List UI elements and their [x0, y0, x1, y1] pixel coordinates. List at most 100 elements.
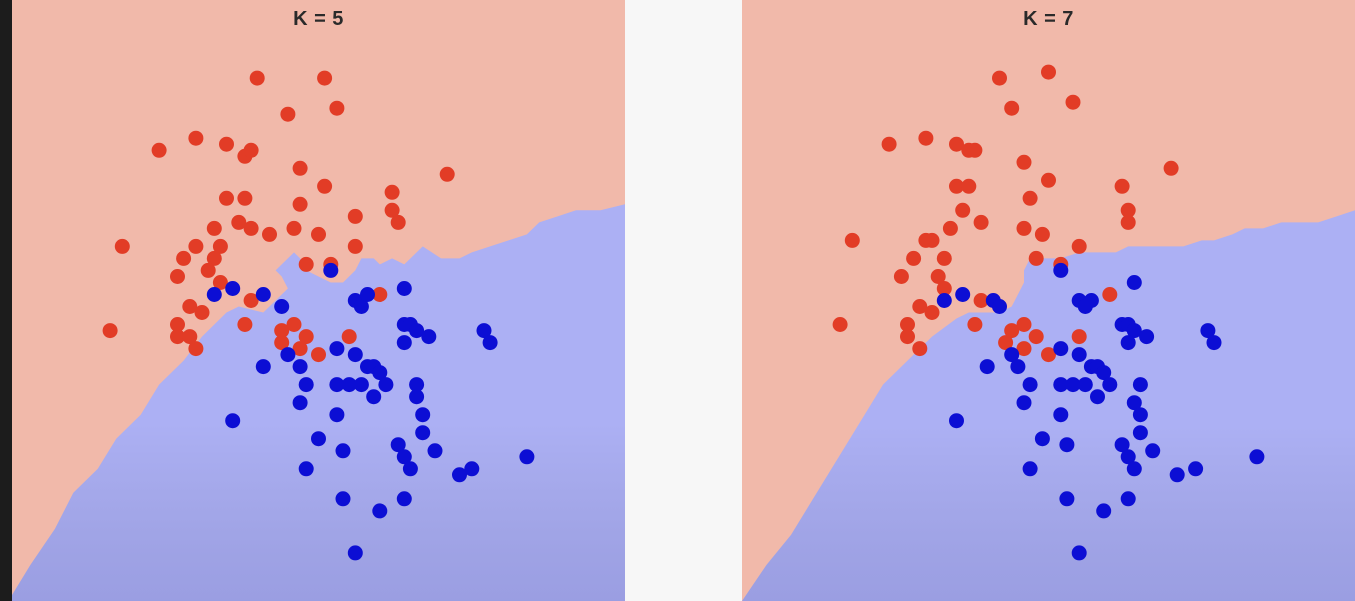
- red-point: [200, 262, 216, 278]
- blue-point: [280, 347, 296, 363]
- red-point: [912, 299, 928, 314]
- blue-point: [464, 461, 480, 477]
- blue-point: [1169, 467, 1185, 483]
- red-point: [936, 281, 952, 296]
- blue-point: [452, 467, 467, 483]
- red-point: [329, 100, 345, 116]
- blue-point: [292, 395, 308, 411]
- red-point: [998, 335, 1014, 351]
- red-point: [292, 341, 308, 357]
- blue-point: [415, 407, 431, 423]
- blue-point: [482, 335, 498, 351]
- red-point: [1120, 202, 1136, 218]
- blue-point: [347, 347, 363, 363]
- red-point: [243, 293, 259, 308]
- red-point: [206, 220, 222, 236]
- blue-point: [1132, 425, 1148, 441]
- red-point: [231, 214, 247, 230]
- blue-point: [298, 377, 314, 393]
- red-point: [390, 214, 406, 230]
- blue-point: [1022, 377, 1038, 393]
- blue-point: [378, 377, 394, 393]
- knn-plot-k7-canvas: [742, 0, 1355, 601]
- red-point: [237, 190, 253, 206]
- blue-point: [390, 437, 406, 453]
- blue-point: [949, 413, 964, 429]
- red-point: [955, 202, 971, 218]
- red-point: [384, 184, 400, 200]
- blue-point: [409, 389, 425, 405]
- red-point: [1163, 160, 1179, 176]
- blue-point: [396, 491, 412, 507]
- red-point: [1016, 220, 1032, 236]
- red-point: [317, 70, 333, 86]
- knn-plot-k5: K = 5: [12, 0, 625, 601]
- red-point: [341, 329, 357, 345]
- red-point: [212, 238, 228, 254]
- blue-point: [1004, 347, 1020, 363]
- blue-point: [1126, 395, 1142, 411]
- blue-point: [372, 365, 388, 381]
- red-point: [992, 70, 1007, 86]
- blue-point: [476, 323, 492, 339]
- blue-point: [360, 287, 375, 302]
- blue-point: [292, 359, 308, 375]
- red-point: [1102, 287, 1118, 302]
- blue-point: [1126, 323, 1142, 339]
- blue-point: [329, 377, 345, 393]
- blue-point: [1071, 545, 1087, 561]
- blue-point: [1053, 377, 1069, 393]
- red-point: [274, 335, 290, 351]
- blue-point: [311, 431, 326, 447]
- blue-region-shading: [12, 204, 625, 601]
- red-point: [237, 317, 253, 332]
- red-point: [924, 305, 940, 320]
- red-point: [170, 329, 185, 345]
- blue-point: [955, 287, 971, 302]
- blue-point: [1188, 461, 1204, 477]
- red-point: [176, 250, 192, 266]
- red-point: [1065, 94, 1081, 110]
- blue-point: [1053, 262, 1069, 278]
- blue-point: [1114, 437, 1130, 453]
- red-point: [949, 136, 964, 152]
- red-point: [151, 142, 167, 158]
- red-point: [942, 220, 958, 236]
- red-point: [906, 250, 922, 266]
- red-point: [1016, 341, 1032, 357]
- blue-point: [409, 323, 425, 339]
- red-point: [961, 178, 977, 194]
- blue-point: [1053, 341, 1069, 357]
- red-point: [292, 160, 308, 176]
- blue-point: [992, 299, 1007, 314]
- red-point: [298, 256, 314, 272]
- red-point: [372, 287, 388, 302]
- red-point: [973, 293, 989, 308]
- blue-point: [1120, 335, 1136, 351]
- red-point: [212, 275, 228, 290]
- red-point: [1028, 250, 1044, 266]
- blue-point: [225, 281, 241, 296]
- blue-point: [936, 293, 952, 308]
- blue-point: [366, 389, 382, 405]
- red-point: [1120, 214, 1136, 230]
- red-point: [900, 329, 915, 345]
- red-point: [1034, 226, 1050, 242]
- red-point: [967, 317, 983, 332]
- red-point: [1041, 172, 1056, 188]
- red-point: [292, 196, 308, 212]
- blue-point: [421, 329, 437, 345]
- blue-point: [329, 407, 345, 423]
- red-point: [188, 130, 204, 146]
- blue-point: [335, 491, 351, 507]
- red-point: [900, 317, 915, 332]
- blue-point: [1065, 377, 1081, 393]
- blue-point: [1034, 431, 1050, 447]
- red-point: [182, 329, 198, 345]
- red-point: [1004, 100, 1020, 116]
- blue-point: [298, 461, 314, 477]
- red-point: [844, 232, 860, 248]
- red-point: [317, 178, 333, 194]
- red-point: [170, 269, 185, 284]
- blue-point: [335, 443, 351, 459]
